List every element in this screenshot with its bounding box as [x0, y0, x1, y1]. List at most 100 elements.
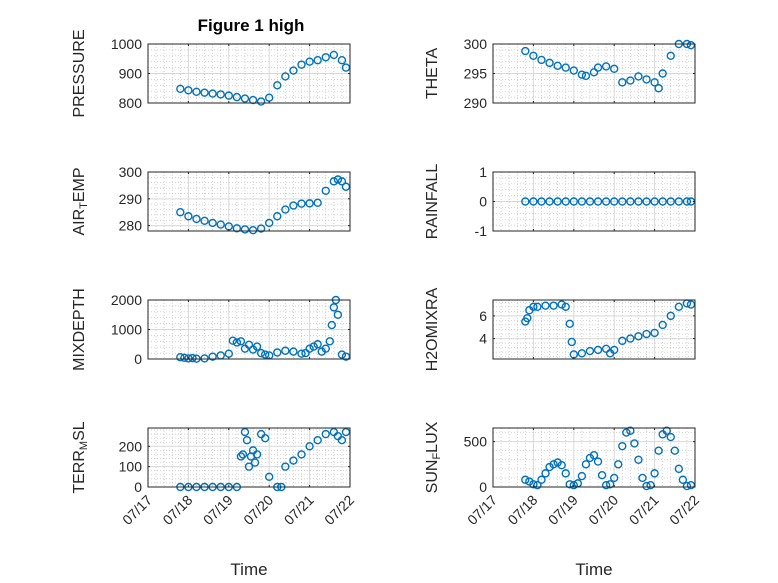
y-tick-label: 1000: [111, 322, 142, 338]
data-point: [666, 51, 675, 60]
data-point: [523, 313, 532, 323]
data-point: [682, 481, 692, 491]
data-point: [208, 89, 217, 98]
data-point: [686, 40, 696, 50]
data-point: [593, 197, 603, 206]
data-point: [305, 442, 314, 451]
data-point: [545, 197, 554, 206]
data-point: [333, 310, 343, 319]
data-point: [601, 197, 611, 206]
subplot-4: -1 0 1 RAINFALL: [424, 164, 696, 239]
data-point: [240, 225, 250, 234]
data-point: [321, 53, 330, 62]
data-point: [686, 300, 696, 309]
y-tick-label: 300: [464, 36, 488, 52]
data-point: [329, 177, 339, 186]
data-point: [622, 428, 631, 437]
data-point: [256, 348, 266, 358]
data-point: [658, 69, 667, 78]
data-point: [654, 84, 663, 93]
data-point: [281, 205, 290, 214]
data-point: [541, 469, 550, 478]
data-point: [567, 337, 576, 347]
y-tick-label: 800: [119, 95, 143, 111]
data-point: [610, 197, 619, 206]
y-tick-label: 1: [479, 164, 487, 180]
y-tick-label: 0: [134, 479, 142, 495]
data-point: [184, 354, 193, 363]
data-point: [260, 433, 270, 443]
data-point: [666, 197, 675, 206]
axes-box: [492, 299, 696, 360]
data-point: [232, 224, 242, 233]
data-point: [297, 349, 306, 358]
data-point: [224, 91, 234, 100]
x-tick-label: 07/18: [504, 492, 540, 528]
data-point: [337, 436, 347, 445]
data-point: [289, 456, 298, 465]
data-point: [577, 349, 587, 358]
data-point: [553, 197, 562, 206]
data-point: [244, 462, 254, 471]
data-point: [321, 344, 330, 353]
data-point: [256, 97, 266, 106]
y-axis-label: THETA: [424, 48, 441, 100]
data-point: [333, 175, 343, 184]
data-point: [569, 480, 578, 490]
data-point: [561, 197, 570, 206]
data-point: [260, 350, 270, 359]
data-point: [248, 225, 258, 235]
data-point: [289, 66, 298, 75]
data-point: [273, 212, 282, 221]
data-point: [341, 182, 351, 191]
data-point: [252, 450, 262, 459]
data-point: [553, 61, 562, 71]
data-point: [529, 480, 538, 489]
data-point: [674, 197, 684, 206]
data-point: [341, 427, 351, 437]
x-axis-label: Time: [575, 560, 612, 579]
data-point: [585, 197, 595, 206]
data-point: [593, 345, 603, 355]
data-point: [618, 197, 627, 206]
data-point: [329, 303, 339, 312]
data-point: [549, 460, 558, 469]
y-axis-label: TERRMSL: [71, 421, 90, 493]
x-tick-label: 07/17: [119, 492, 155, 528]
data-point: [593, 63, 603, 72]
data-point: [666, 432, 675, 442]
data-point: [642, 481, 651, 491]
data-point: [565, 480, 574, 489]
data-point: [577, 197, 587, 206]
data-point: [577, 70, 587, 79]
data-point: [208, 218, 217, 228]
data-point: [642, 329, 651, 339]
data-point: [626, 76, 635, 85]
data-point: [273, 348, 282, 357]
data-point: [529, 302, 538, 312]
data-point: [634, 72, 643, 81]
data-point: [521, 46, 530, 56]
data-point: [537, 197, 546, 206]
y-axis-label: AIRTEMP: [71, 167, 90, 235]
y-axis-label: MIXDEPTH: [71, 288, 88, 371]
data-point: [642, 197, 651, 206]
data-point: [666, 311, 675, 321]
data-point: [658, 197, 667, 206]
data-point: [646, 480, 655, 490]
data-point: [658, 320, 667, 330]
y-tick-label: 0: [479, 479, 487, 495]
data-point: [557, 300, 566, 309]
data-point: [341, 352, 351, 361]
data-point: [228, 336, 238, 345]
data-point: [242, 436, 252, 445]
data-point: [200, 216, 209, 226]
data-point: [281, 346, 290, 355]
data-point: [521, 475, 530, 484]
data-point: [297, 60, 306, 69]
data-point: [184, 86, 193, 95]
data-point: [674, 464, 684, 474]
data-point: [180, 353, 189, 363]
